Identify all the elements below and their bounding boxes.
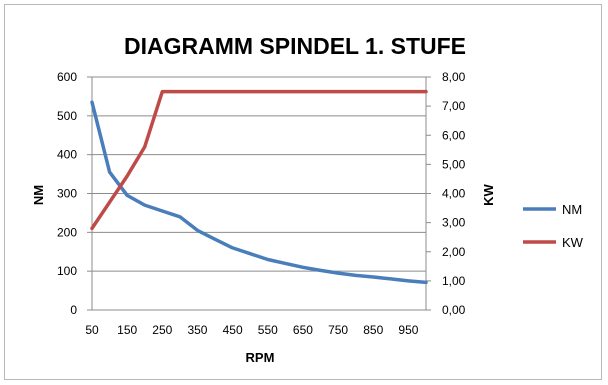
- x-tick-label: 950: [398, 323, 418, 337]
- legend-label-kw: KW: [562, 235, 584, 250]
- legend: NM KW: [523, 202, 584, 250]
- y-right-tick-label: 7,00: [442, 99, 466, 113]
- y-left-tick-label: 100: [57, 264, 77, 278]
- y-right-tick-labels: 0,00 1,00 2,00 3,00 4,00 5,00 6,00 7,00 8,00: [442, 70, 466, 317]
- y-right-tick-label: 3,00: [442, 216, 466, 230]
- x-tick-labels: 50 150 250 350 450 550 650 750 850 950: [85, 323, 418, 337]
- x-tick-label: 350: [187, 323, 207, 337]
- chart-title: DIAGRAMM SPINDEL 1. STUFE: [124, 33, 466, 59]
- x-tick-label: 550: [258, 323, 278, 337]
- y-right-axis-label: KW: [481, 183, 496, 205]
- axes: [87, 76, 431, 311]
- y-left-tick-label: 500: [57, 109, 77, 123]
- y-right-tick-label: 5,00: [442, 157, 466, 171]
- y-right-tick-label: 6,00: [442, 128, 466, 142]
- x-tick-label: 650: [293, 323, 313, 337]
- y-left-tick-label: 0: [70, 303, 77, 317]
- chart-frame: [4, 4, 602, 380]
- x-tick-label: 850: [363, 323, 383, 337]
- series-line-nm: [90, 100, 428, 285]
- y-right-tick-label: 1,00: [442, 274, 466, 288]
- y-left-tick-label: 300: [57, 187, 77, 201]
- x-tick-label: 750: [328, 323, 348, 337]
- y-left-tick-labels: 0 100 200 300 400 500 600: [57, 70, 77, 317]
- x-axis-label: RPM: [246, 350, 275, 365]
- x-tick-label: 450: [223, 323, 243, 337]
- y-right-tick-label: 4,00: [442, 187, 466, 201]
- y-right-tick-label: 2,00: [442, 245, 466, 259]
- y-left-tick-label: 400: [57, 148, 77, 162]
- series-lines: [90, 89, 428, 285]
- x-tick-label: 250: [152, 323, 172, 337]
- y-left-tick-label: 600: [57, 70, 77, 84]
- x-tick-label: 50: [85, 323, 99, 337]
- y-left-tick-label: 200: [57, 225, 77, 239]
- y-right-tick-label: 0,00: [442, 303, 466, 317]
- y-right-tick-label: 8,00: [442, 70, 466, 84]
- legend-label-nm: NM: [562, 202, 582, 217]
- grid-lines: [92, 76, 426, 311]
- x-tick-label: 150: [117, 323, 137, 337]
- y-left-axis-label: NM: [31, 185, 46, 205]
- series-line-kw: [90, 89, 428, 231]
